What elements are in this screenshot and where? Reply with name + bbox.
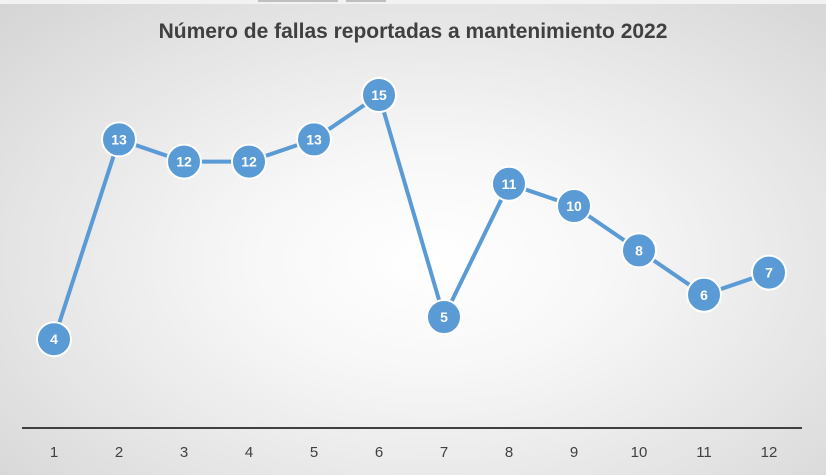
x-tick-label: 6: [375, 444, 383, 461]
data-point: [491, 165, 527, 202]
data-point: [621, 232, 657, 269]
data-label: 12: [241, 154, 257, 170]
data-label: 12: [176, 154, 192, 170]
data-point: [166, 143, 202, 180]
data-label: 15: [371, 87, 387, 103]
data-label: 4: [50, 331, 58, 347]
x-tick-label: 3: [180, 444, 188, 461]
x-tick-label: 11: [696, 444, 712, 461]
data-point: [686, 276, 722, 313]
x-tick-label: 5: [310, 444, 318, 461]
data-label: 8: [635, 242, 643, 258]
x-tick-label: 4: [245, 444, 253, 461]
data-label: 13: [111, 131, 127, 147]
data-label: 7: [765, 265, 773, 281]
x-tick-label: 10: [631, 444, 648, 461]
x-tick-label: 12: [761, 444, 778, 461]
data-point: [426, 299, 462, 335]
data-label: 13: [306, 131, 322, 147]
x-tick-label: 1: [50, 444, 58, 461]
data-label: 5: [440, 309, 448, 325]
data-label: 6: [700, 287, 708, 303]
series-line: [52, 93, 770, 340]
data-point: [361, 77, 397, 113]
x-tick-label: 7: [440, 444, 448, 461]
x-tick-label: 9: [570, 444, 578, 461]
data-point: [36, 321, 72, 358]
chart-title: Número de fallas reportadas a mantenimie…: [158, 20, 668, 43]
x-tick-label: 8: [505, 444, 513, 461]
data-point: [556, 188, 592, 224]
data-point: [751, 254, 787, 291]
data-point: [296, 121, 332, 158]
x-tick-label: 2: [115, 444, 123, 461]
data-point: [101, 121, 137, 158]
top-strip: [0, 0, 826, 4]
data-label: 10: [566, 198, 582, 214]
data-label: 11: [502, 176, 517, 192]
data-point: [231, 143, 267, 180]
